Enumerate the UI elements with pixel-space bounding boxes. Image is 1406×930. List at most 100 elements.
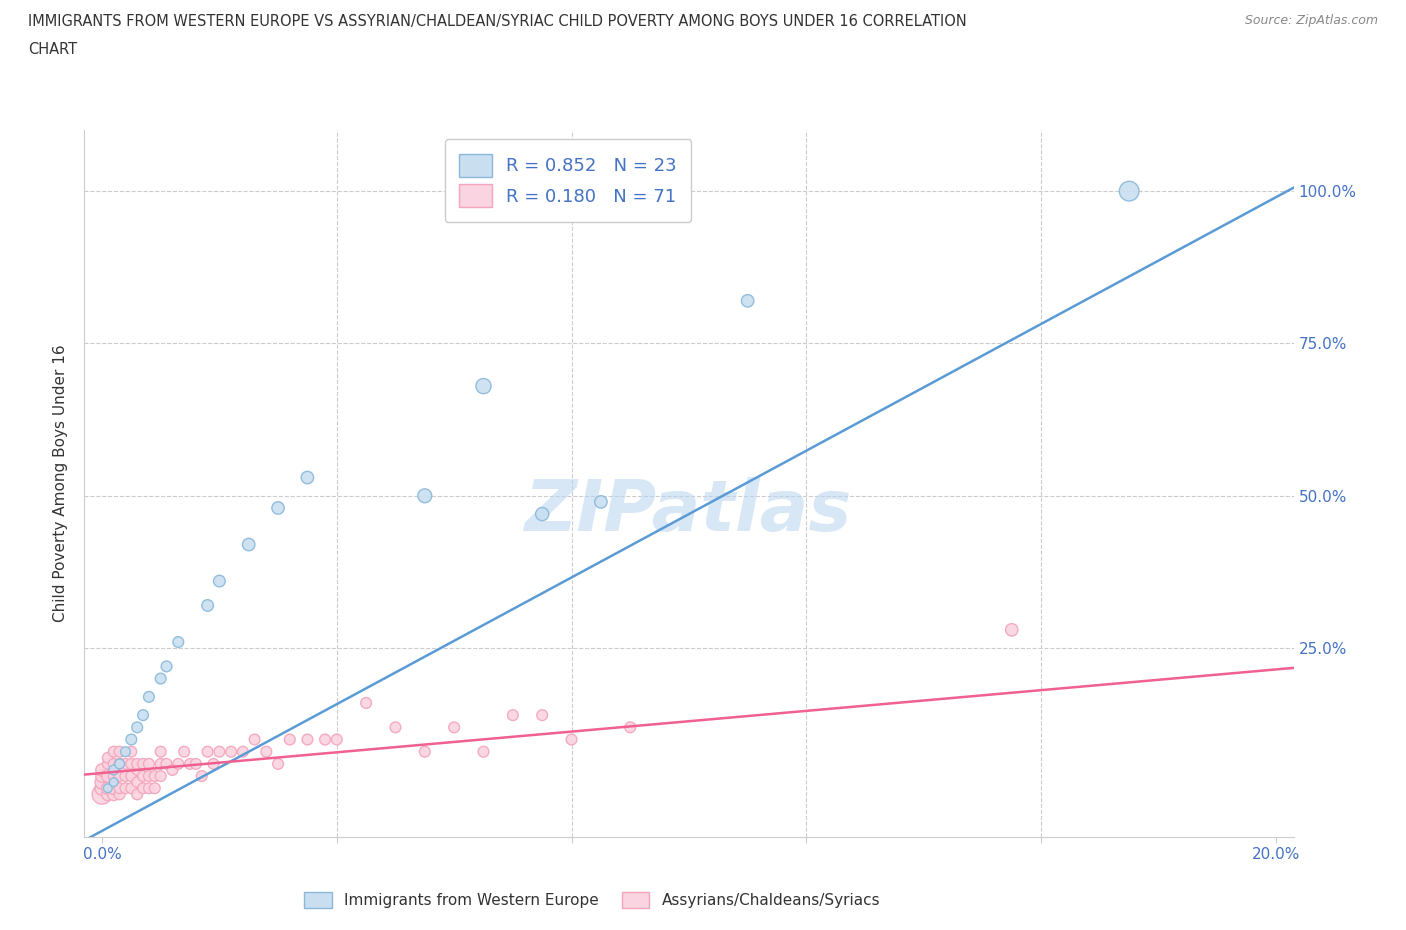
Point [127,720,149,735]
Point [238,538,260,552]
Point [108,744,131,759]
Point [619,720,641,735]
Point [97,751,120,765]
Point [531,708,554,723]
Point [138,781,160,796]
Point [132,781,155,796]
Point [254,744,277,759]
Point [384,720,406,735]
Point [127,756,149,771]
Point [138,689,160,704]
Point [589,495,612,510]
Point [103,763,125,777]
Y-axis label: Child Poverty Among Boys Under 16: Child Poverty Among Boys Under 16 [53,345,69,622]
Point [114,756,136,771]
Point [103,775,125,790]
Point [114,744,136,759]
Point [197,598,219,613]
Point [132,768,155,783]
Point [219,744,242,759]
Point [472,379,495,393]
Point [1118,184,1140,199]
Point [413,744,436,759]
Point [120,744,142,759]
Point [531,507,554,522]
Point [97,781,120,796]
Point [149,756,172,771]
Point [267,500,290,515]
Point [197,744,219,759]
Point [167,634,190,649]
Point [184,756,207,771]
Point [443,720,465,735]
Point [502,708,524,723]
Point [208,574,231,589]
Point [267,756,290,771]
Point [120,732,142,747]
Point [97,756,120,771]
Point [91,763,114,777]
Point [326,732,349,747]
Point [120,768,142,783]
Point [155,659,177,674]
Point [202,756,225,771]
Point [127,775,149,790]
Point [173,744,195,759]
Point [91,768,114,783]
Point [91,775,114,790]
Point [108,768,131,783]
Legend: Immigrants from Western Europe, Assyrians/Chaldeans/Syriacs: Immigrants from Western Europe, Assyrian… [298,886,886,914]
Point [108,787,131,802]
Point [208,744,231,759]
Point [413,488,436,503]
Point [314,732,336,747]
Point [108,756,131,771]
Point [120,781,142,796]
Point [127,787,149,802]
Point [472,744,495,759]
Point [97,787,120,802]
Point [737,293,759,308]
Point [108,781,131,796]
Point [143,768,166,783]
Point [297,732,319,747]
Point [91,781,114,796]
Point [138,768,160,783]
Point [103,768,125,783]
Text: ZIPatlas: ZIPatlas [526,477,852,546]
Point [162,763,184,777]
Point [97,768,120,783]
Point [1001,622,1024,637]
Point [243,732,266,747]
Point [179,756,201,771]
Point [114,768,136,783]
Point [561,732,583,747]
Point [190,768,212,783]
Point [91,787,114,802]
Point [103,756,125,771]
Point [143,781,166,796]
Point [103,781,125,796]
Point [132,756,155,771]
Point [132,708,155,723]
Point [127,763,149,777]
Point [103,787,125,802]
Point [149,671,172,686]
Point [103,744,125,759]
Point [108,756,131,771]
Text: IMMIGRANTS FROM WESTERN EUROPE VS ASSYRIAN/CHALDEAN/SYRIAC CHILD POVERTY AMONG B: IMMIGRANTS FROM WESTERN EUROPE VS ASSYRI… [28,14,967,29]
Point [297,470,319,485]
Point [278,732,301,747]
Point [97,781,120,796]
Point [138,756,160,771]
Point [167,756,190,771]
Point [155,756,177,771]
Point [114,781,136,796]
Text: CHART: CHART [28,42,77,57]
Point [149,768,172,783]
Point [232,744,254,759]
Point [354,696,377,711]
Text: Source: ZipAtlas.com: Source: ZipAtlas.com [1244,14,1378,27]
Point [120,756,142,771]
Point [149,744,172,759]
